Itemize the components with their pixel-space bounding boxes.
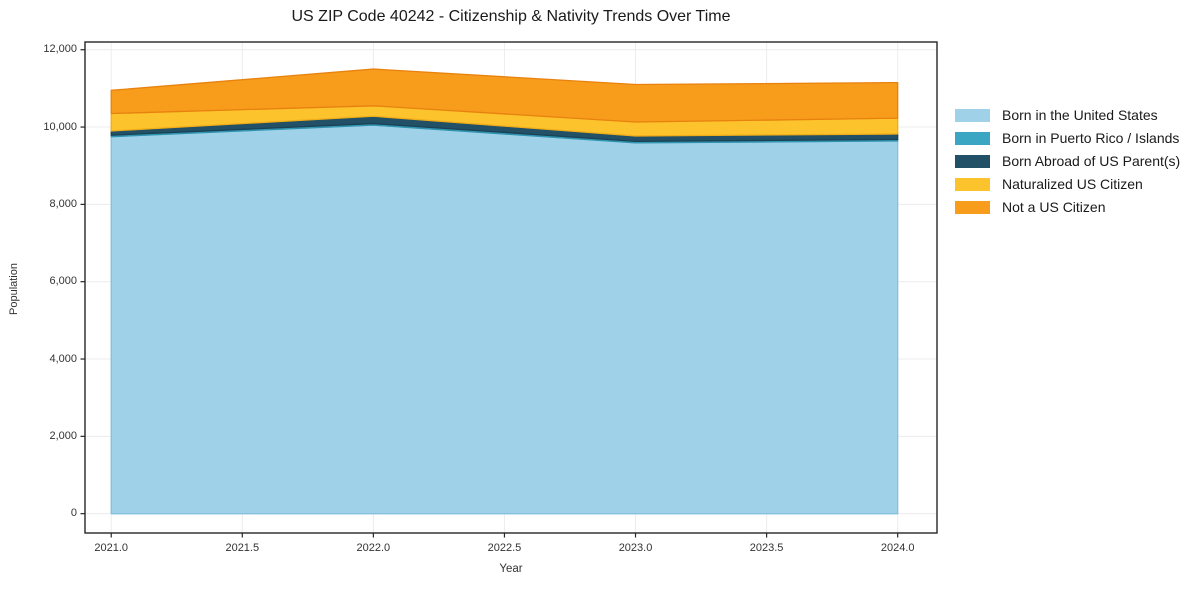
legend-item: Not a US Citizen — [955, 200, 1180, 214]
x-tick-label: 2023.5 — [749, 542, 784, 554]
x-tick-label: 2022.0 — [356, 542, 391, 554]
y-tick-label: 0 — [70, 507, 77, 520]
legend-label: Born Abroad of US Parent(s) — [1002, 153, 1181, 169]
x-tick-label: 2022.5 — [487, 542, 522, 554]
x-tick-label: 2024.0 — [880, 542, 915, 554]
y-tick-label: 6,000 — [49, 275, 77, 288]
x-axis-label: Year — [499, 563, 523, 575]
y-tick-label: 10,000 — [43, 120, 77, 133]
legend: Born in the United States Born in Puerto … — [955, 108, 1180, 214]
legend-label: Naturalized US Citizen — [1002, 176, 1143, 192]
y-tick-label: 2,000 — [49, 429, 77, 442]
legend-swatch-icon — [955, 131, 990, 145]
legend-item: Naturalized US Citizen — [955, 177, 1180, 191]
legend-label: Not a US Citizen — [1002, 199, 1106, 215]
legend-label: Born in Puerto Rico / Islands — [1002, 130, 1180, 146]
x-tick-label: 2021.0 — [94, 542, 129, 554]
y-tick-label: 8,000 — [49, 197, 77, 210]
y-tick-label: 12,000 — [43, 43, 77, 56]
legend-item: Born in Puerto Rico / Islands — [955, 131, 1180, 145]
area-series-0 — [110, 124, 899, 515]
legend-swatch-icon — [955, 108, 990, 122]
legend-item: Born Abroad of US Parent(s) — [955, 154, 1180, 168]
legend-item: Born in the United States — [955, 108, 1180, 122]
legend-swatch-icon — [955, 200, 990, 214]
legend-label: Born in the United States — [1002, 107, 1158, 123]
x-tick-label: 2023.0 — [618, 542, 653, 554]
y-tick-label: 4,000 — [49, 352, 77, 365]
legend-swatch-icon — [955, 177, 990, 191]
y-axis-label: Population — [8, 263, 20, 315]
x-tick-label: 2021.5 — [225, 542, 260, 554]
chart-title: US ZIP Code 40242 - Citizenship & Nativi… — [291, 8, 731, 25]
plot-border — [84, 41, 938, 534]
legend-swatch-icon — [955, 154, 990, 168]
area-series-4 — [110, 68, 899, 123]
